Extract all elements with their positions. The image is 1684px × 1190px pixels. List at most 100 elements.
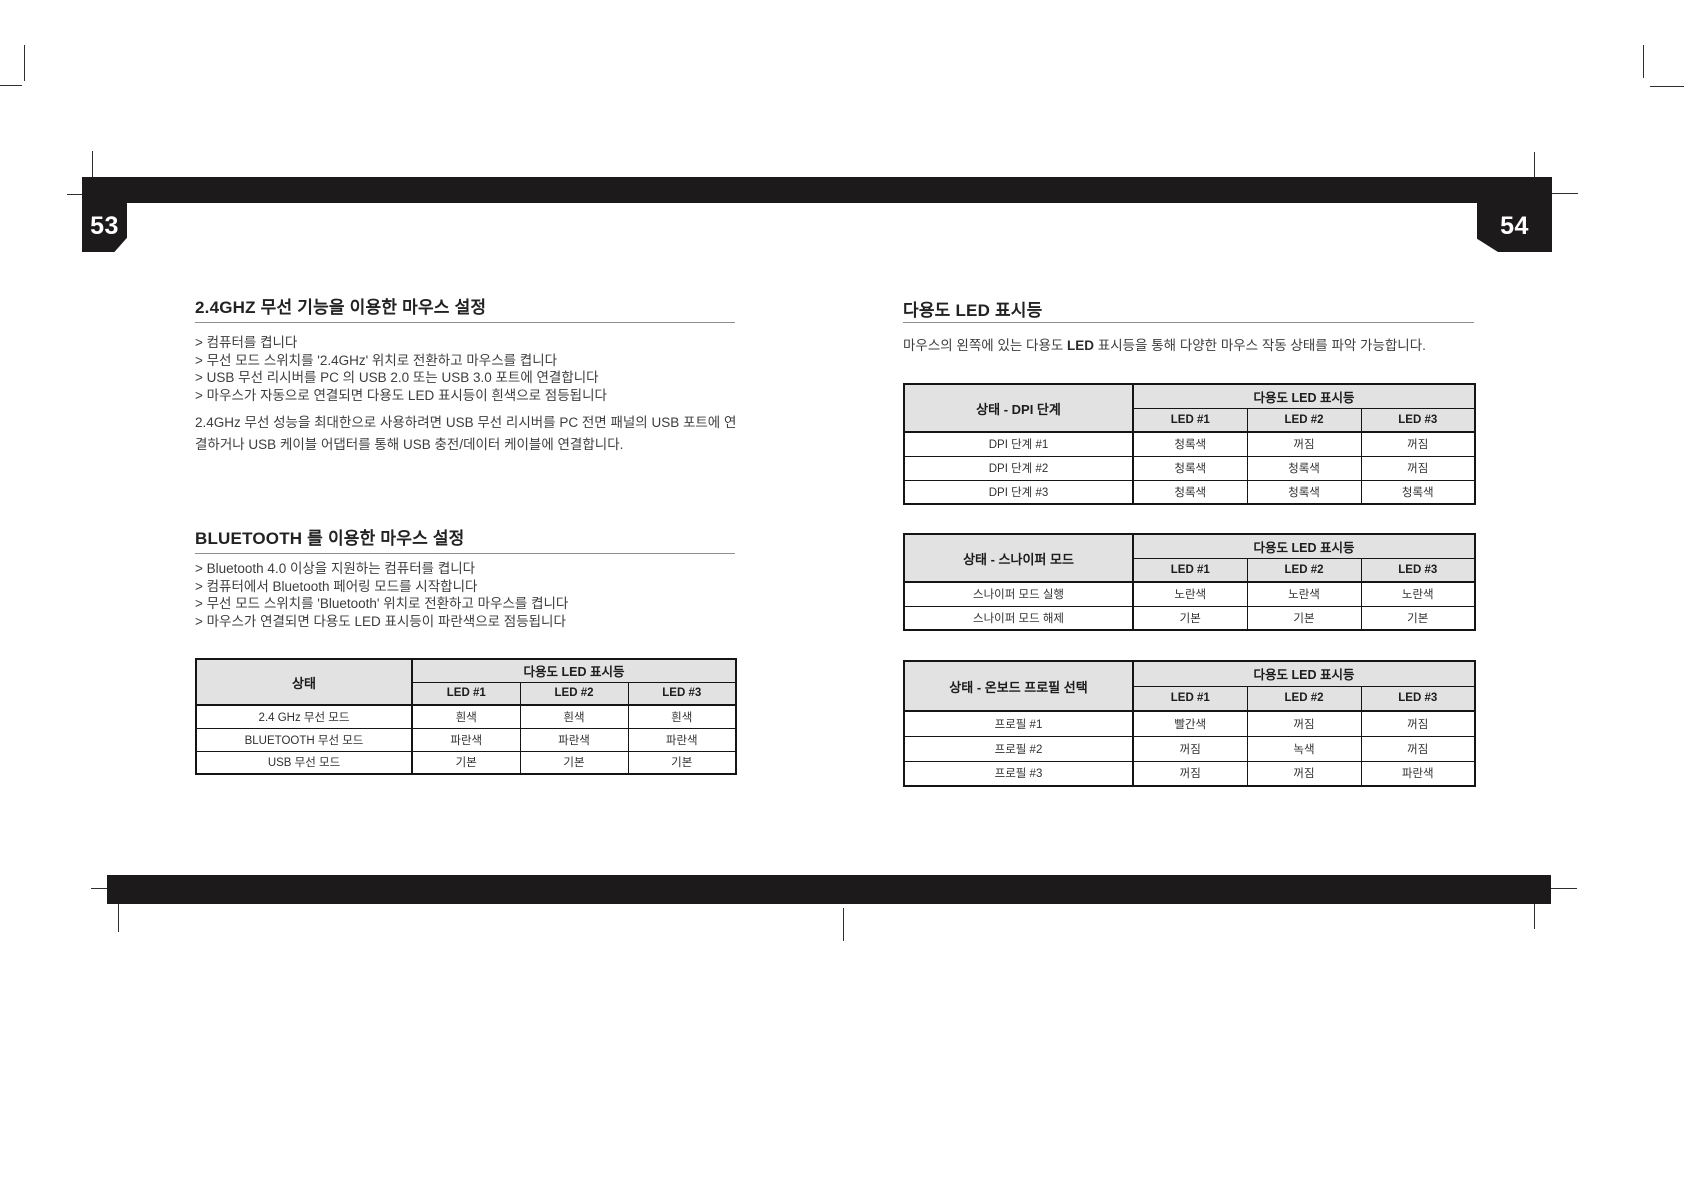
led-value: 청록색 — [1132, 455, 1248, 481]
led3-header: LED #3 — [1360, 557, 1476, 583]
led-value: 청록색 — [1132, 479, 1248, 505]
led-value: 파란색 — [1360, 760, 1476, 787]
section-divider — [195, 553, 735, 554]
led-value: 꺼짐 — [1246, 760, 1362, 787]
led-value: 노란색 — [1132, 581, 1248, 607]
led-group-header: 다용도 LED 표시등 — [1131, 660, 1476, 687]
intro-text-led-bold: LED — [1067, 338, 1095, 353]
led-value: 기본 — [627, 750, 737, 775]
led-value: 노란색 — [1246, 581, 1362, 607]
led-value: 기본 — [1132, 605, 1248, 631]
led-value: 기본 — [1246, 605, 1362, 631]
bullet-item: > 마우스가 연결되면 다용도 LED 표시등이 파란색으로 점등됩니다 — [195, 613, 566, 629]
crop-mark-bottom-center-v — [843, 908, 844, 941]
crop-mark-bar-left-v — [92, 151, 93, 178]
led-value: 청록색 — [1246, 479, 1362, 505]
intro-text-post: 표시등을 통해 다양한 마우스 작동 상태를 파악 가능합니다. — [1094, 338, 1426, 353]
led3-header: LED #3 — [1360, 407, 1476, 433]
led-value: 꺼짐 — [1360, 710, 1476, 737]
crop-mark-top-left-v — [24, 45, 25, 81]
led-value: 파란색 — [627, 727, 737, 752]
crop-mark-bar-right-h — [1547, 193, 1578, 194]
crop-mark-bottom-right-v — [1534, 899, 1535, 929]
led-value: 꺼짐 — [1246, 431, 1362, 457]
led2-header: LED #2 — [1246, 407, 1362, 433]
crop-mark-top-right-h — [1650, 86, 1684, 87]
crop-mark-bar-right-v — [1534, 152, 1535, 180]
led-value: 노란색 — [1360, 581, 1476, 607]
led-value: 꺼짐 — [1360, 431, 1476, 457]
led-value: 녹색 — [1246, 735, 1362, 762]
row-label: BLUETOOTH 무선 모드 — [195, 727, 413, 752]
bullet-list-24ghz: > 컴퓨터를 켭니다 > 무선 모드 스위치를 '2.4GHz' 위치로 전환하… — [195, 334, 755, 404]
section-title-bluetooth: BLUETOOTH 를 이용한 마우스 설정 — [195, 529, 465, 548]
section-title-24ghz: 2.4GHZ 무선 기능을 이용한 마우스 설정 — [195, 298, 487, 317]
bullet-item: > Bluetooth 4.0 이상을 지원하는 컴퓨터를 켭니다 — [195, 561, 476, 576]
bullet-item: > 컴퓨터에서 Bluetooth 페어링 모드를 시작합니다 — [195, 578, 478, 594]
row-label: DPI 단계 #3 — [903, 479, 1134, 505]
led-value: 흰색 — [627, 704, 737, 729]
intro-text: 마우스의 왼쪽에 있는 다용도 LED 표시등을 통해 다양한 마우스 작동 상… — [903, 334, 1426, 354]
crop-mark-top-left-h — [0, 85, 22, 86]
bullet-item: > 마우스가 자동으로 연결되면 다용도 LED 표시등이 흰색으로 점등됩니다 — [195, 387, 607, 403]
led-group-header: 다용도 LED 표시등 — [1131, 533, 1476, 559]
led3-header: LED #3 — [627, 681, 737, 706]
led1-header: LED #1 — [1132, 407, 1248, 433]
bottom-bar — [107, 875, 1551, 904]
led1-header: LED #1 — [411, 681, 521, 706]
page-number-53: 53 — [90, 212, 119, 240]
row-label: DPI 단계 #1 — [903, 431, 1134, 457]
crop-mark-top-right-v — [1643, 45, 1644, 78]
led-group-header: 다용도 LED 표시등 — [410, 658, 737, 683]
led2-header: LED #2 — [1246, 685, 1362, 712]
led-value: 빨간색 — [1132, 710, 1248, 737]
led-value: 청록색 — [1132, 431, 1248, 457]
led-value: 파란색 — [411, 727, 521, 752]
led-value: 기본 — [411, 750, 521, 775]
led-value: 꺼짐 — [1360, 735, 1476, 762]
row-label: DPI 단계 #2 — [903, 455, 1134, 481]
led1-header: LED #1 — [1132, 557, 1248, 583]
bullet-item: > 무선 모드 스위치를 'Bluetooth' 위치로 전환하고 마우스를 켭… — [195, 596, 569, 611]
crop-mark-bottom-right-h — [1545, 888, 1577, 889]
led-value: 흰색 — [519, 704, 629, 729]
led3-header: LED #3 — [1360, 685, 1476, 712]
intro-text-pre: 마우스의 왼쪽에 있는 다용도 — [903, 338, 1068, 353]
bullet-item: > 컴퓨터를 켭니다 — [195, 335, 298, 350]
led-value: 파란색 — [519, 727, 629, 752]
wireless-mode-led-table: 상태 다용도 LED 표시등 LED #1 LED #2 LED #3 2.4 … — [195, 658, 738, 775]
led-value: 꺼짐 — [1132, 760, 1248, 787]
row-label: 2.4 GHz 무선 모드 — [195, 704, 413, 729]
dpi-stage-led-table: 상태 - DPI 단계 다용도 LED 표시등 LED #1 LED #2 LE… — [903, 383, 1477, 505]
led-value: 흰색 — [411, 704, 521, 729]
led1-header: LED #1 — [1132, 685, 1248, 712]
crop-mark-bottom-left-v — [118, 897, 119, 932]
state-column-header: 상태 — [195, 658, 413, 706]
section-title-multifunction-led: 다용도 LED 표시등 — [903, 301, 1043, 320]
bullet-item: > USB 무선 리시버를 PC 의 USB 2.0 또는 USB 3.0 포트… — [195, 370, 599, 385]
top-bar — [82, 177, 1552, 203]
led-group-header: 다용도 LED 표시등 — [1131, 383, 1476, 409]
sniper-mode-led-table: 상태 - 스나이퍼 모드 다용도 LED 표시등 LED #1 LED #2 L… — [903, 533, 1477, 631]
row-label: 스나이퍼 모드 해제 — [903, 605, 1134, 631]
page-tab-54: 54 — [1477, 203, 1552, 252]
onboard-profile-led-table: 상태 - 온보드 프로필 선택 다용도 LED 표시등 LED #1 LED #… — [903, 660, 1477, 787]
row-label: 프로필 #3 — [903, 760, 1134, 787]
section-divider — [195, 322, 735, 323]
led-value: 청록색 — [1246, 455, 1362, 481]
led-value: 청록색 — [1360, 479, 1476, 505]
led-value: 기본 — [1360, 605, 1476, 631]
paragraph-24ghz-note: 2.4GHz 무선 성능을 최대한으로 사용하려면 USB 무선 리시버를 PC… — [195, 415, 737, 452]
led-value: 꺼짐 — [1132, 735, 1248, 762]
bullet-item: > 무선 모드 스위치를 '2.4GHz' 위치로 전환하고 마우스를 켭니다 — [195, 352, 558, 368]
crop-mark-bar-left-h — [67, 194, 84, 195]
row-label: USB 무선 모드 — [195, 750, 413, 775]
bullet-list-bluetooth: > Bluetooth 4.0 이상을 지원하는 컴퓨터를 켭니다 > 컴퓨터에… — [195, 560, 755, 630]
led-value: 기본 — [519, 750, 629, 775]
crop-mark-bottom-left-h — [91, 888, 109, 889]
state-column-header: 상태 - DPI 단계 — [903, 383, 1134, 433]
state-column-header: 상태 - 온보드 프로필 선택 — [903, 660, 1134, 712]
page-tab-53: 53 — [82, 203, 127, 252]
led-value: 꺼짐 — [1360, 455, 1476, 481]
